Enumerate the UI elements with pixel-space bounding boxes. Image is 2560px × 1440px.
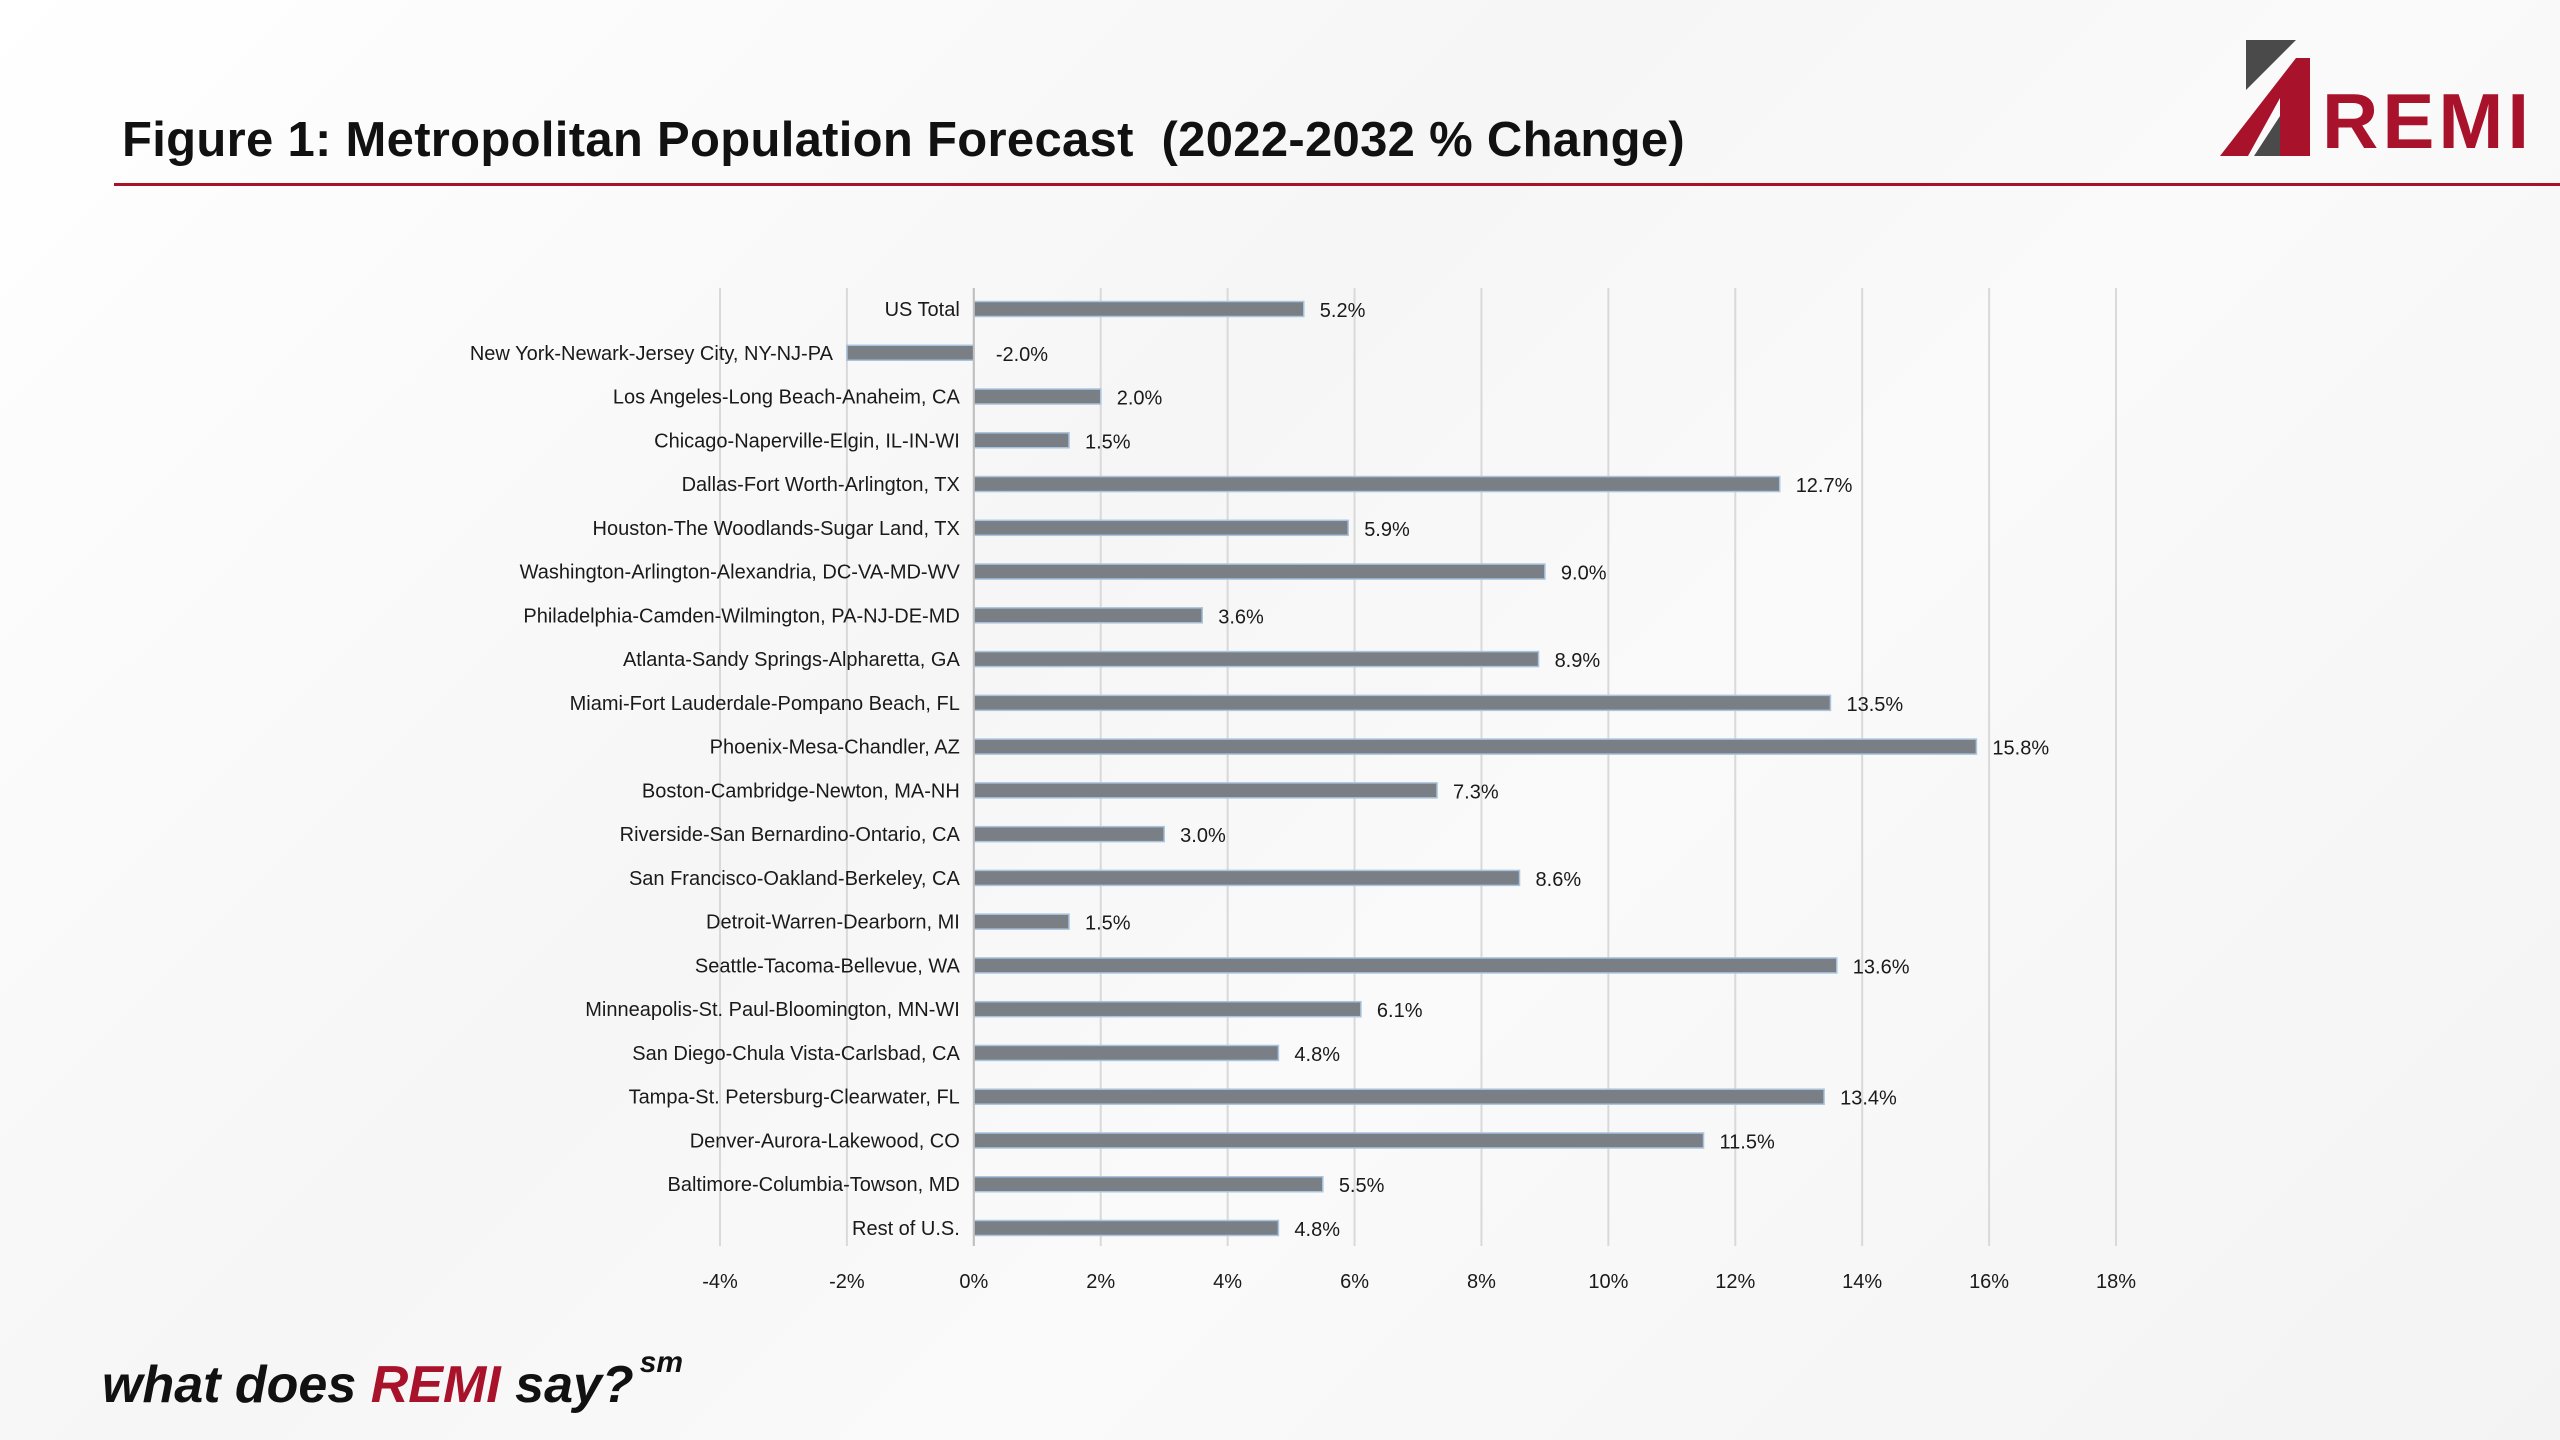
x-tick-label: 4% — [1213, 1271, 1242, 1293]
bar — [973, 825, 1165, 843]
tagline: what does REMI say? sm — [102, 1346, 683, 1415]
x-tick-label: 6% — [1340, 1271, 1369, 1293]
category-label: Boston-Cambridge-Newton, MA-NH — [642, 780, 960, 802]
tagline-brand: REMI — [370, 1356, 501, 1414]
category-label: Denver-Aurora-Lakewood, CO — [690, 1130, 960, 1152]
category-label: Seattle-Tacoma-Bellevue, WA — [695, 955, 961, 977]
x-tick-label: -4% — [702, 1271, 738, 1293]
data-label: 4.8% — [1294, 1044, 1340, 1066]
category-label: Philadelphia-Camden-Wilmington, PA-NJ-DE… — [523, 605, 959, 627]
bar — [973, 1000, 1362, 1018]
data-label: 3.0% — [1180, 825, 1226, 847]
category-label: Detroit-Warren-Dearborn, MI — [706, 912, 960, 934]
category-label: New York-Newark-Jersey City, NY-NJ-PA — [470, 343, 834, 365]
bar — [973, 650, 1540, 668]
data-label: 5.9% — [1364, 519, 1410, 541]
data-label: 3.6% — [1218, 606, 1264, 628]
bar — [973, 1088, 1825, 1105]
data-label: 15.8% — [1992, 738, 2049, 760]
x-tick-label: 0% — [959, 1271, 988, 1293]
tagline-prefix: what does — [102, 1356, 371, 1414]
remi-logo-icon — [2220, 40, 2310, 156]
data-label: 9.0% — [1561, 563, 1607, 585]
bar — [973, 300, 1305, 318]
bar — [973, 1044, 1280, 1062]
category-label: Miami-Fort Lauderdale-Pompano Beach, FL — [570, 693, 960, 715]
category-label: Washington-Arlington-Alexandria, DC-VA-M… — [520, 562, 961, 584]
bar — [973, 738, 1978, 755]
data-label: 8.6% — [1536, 869, 1582, 891]
data-label: 13.6% — [1853, 956, 1910, 978]
tagline-service-mark: sm — [639, 1346, 684, 1379]
data-label: 2.0% — [1117, 388, 1163, 410]
bar — [973, 1132, 1705, 1149]
data-label: 1.5% — [1085, 431, 1131, 453]
bar — [973, 869, 1521, 887]
x-tick-label: 16% — [1969, 1271, 2009, 1293]
category-label: US Total — [885, 299, 960, 321]
bar — [973, 607, 1204, 624]
tagline-suffix: say? — [500, 1356, 634, 1414]
category-label: Minneapolis-St. Paul-Bloomington, MN-WI — [585, 999, 960, 1021]
data-label: 5.2% — [1320, 300, 1366, 322]
category-label: Dallas-Fort Worth-Arlington, TX — [682, 474, 960, 496]
x-tick-label: 2% — [1086, 1271, 1115, 1293]
category-label: Tampa-St. Petersburg-Clearwater, FL — [629, 1087, 960, 1109]
bar — [973, 1175, 1324, 1193]
chart-title: Figure 1: Metropolitan Population Foreca… — [122, 113, 1685, 167]
category-label: San Francisco-Oakland-Berkeley, CA — [629, 868, 961, 890]
bar — [973, 519, 1349, 537]
category-label: Phoenix-Mesa-Chandler, AZ — [710, 737, 960, 759]
data-label: 7.3% — [1453, 781, 1499, 803]
title-divider — [114, 183, 2560, 186]
x-tick-label: 10% — [1588, 1271, 1628, 1293]
category-label: Riverside-San Bernardino-Ontario, CA — [620, 824, 961, 846]
x-tick-label: -2% — [829, 1271, 865, 1293]
category-label: Los Angeles-Long Beach-Anaheim, CA — [613, 387, 961, 409]
category-label: Baltimore-Columbia-Towson, MD — [668, 1174, 960, 1196]
data-label: 13.5% — [1846, 694, 1903, 716]
bar — [973, 475, 1781, 493]
category-label: San Diego-Chula Vista-Carlsbad, CA — [632, 1043, 960, 1065]
category-label: Atlanta-Sandy Springs-Alpharetta, GA — [623, 649, 961, 671]
x-tick-label: 14% — [1842, 1271, 1882, 1293]
bar — [973, 388, 1102, 405]
category-label: Houston-The Woodlands-Sugar Land, TX — [593, 518, 960, 540]
bar — [973, 782, 1438, 799]
x-tick-label: 18% — [2096, 1271, 2136, 1293]
category-label: Rest of U.S. — [852, 1218, 960, 1240]
data-label: 1.5% — [1085, 913, 1131, 935]
data-label: 4.8% — [1294, 1219, 1340, 1241]
x-tick-label: 12% — [1715, 1271, 1755, 1293]
bar — [846, 344, 975, 362]
bar — [973, 913, 1070, 930]
data-label: 11.5% — [1720, 1131, 1775, 1153]
category-label: Chicago-Naperville-Elgin, IL-IN-WI — [654, 430, 960, 452]
bar — [973, 432, 1070, 449]
bar — [973, 1219, 1280, 1237]
bar — [973, 694, 1832, 712]
bar — [973, 563, 1546, 580]
data-label: 8.9% — [1555, 650, 1601, 672]
logo-wordmark: REMI — [2322, 77, 2533, 165]
data-label: 5.5% — [1339, 1175, 1385, 1197]
bar — [973, 957, 1838, 974]
data-label: -2.0% — [996, 344, 1048, 366]
data-label: 12.7% — [1796, 475, 1853, 497]
x-tick-label: 8% — [1467, 1271, 1496, 1293]
data-label: 6.1% — [1377, 1000, 1423, 1022]
data-label: 13.4% — [1840, 1088, 1897, 1110]
